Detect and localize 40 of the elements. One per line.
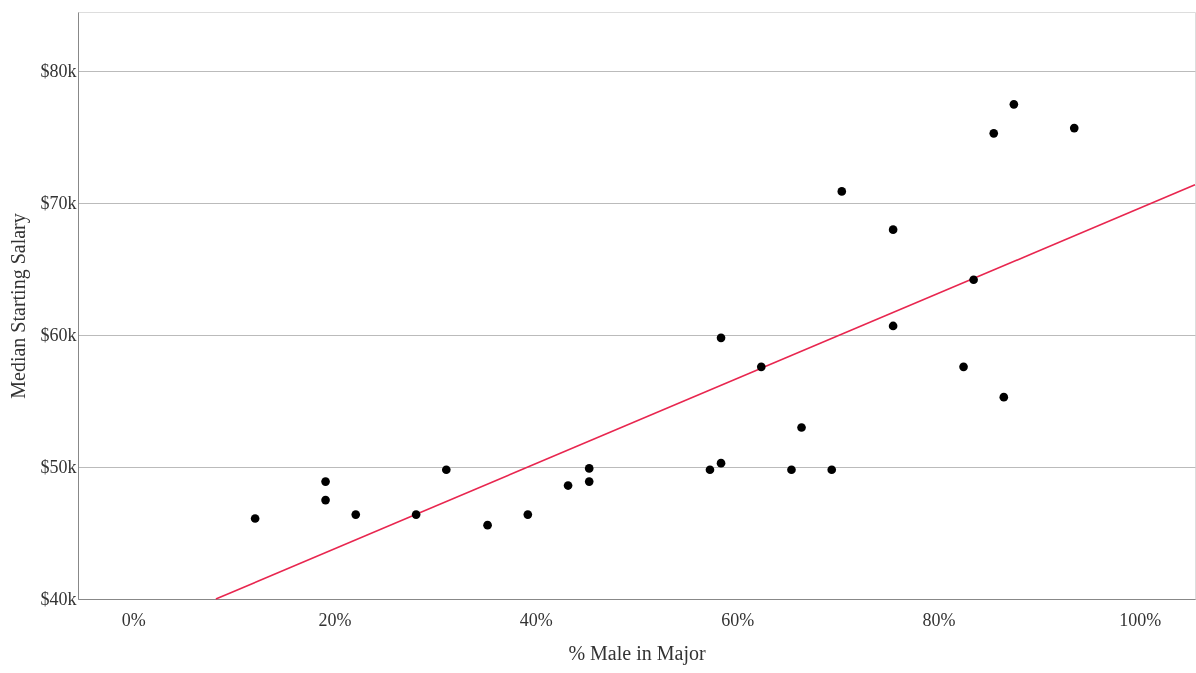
point [716,333,726,343]
point [483,520,492,530]
point [1069,123,1079,133]
point [888,225,898,234]
x-axis-title: % Male in Major [568,641,706,665]
point [756,362,766,372]
y-tick-label: $60k [40,324,77,345]
point [827,465,837,475]
point [797,423,806,432]
point [563,481,573,490]
x-tick-label: 100% [1119,609,1162,630]
point [999,392,1009,402]
point [584,464,594,473]
point [989,129,999,138]
x-tick-label: 0% [121,609,146,630]
x-tick-label: 60% [721,609,755,630]
point [716,458,726,468]
point [321,477,330,486]
point [969,275,978,285]
x-tick-label: 40% [519,609,553,630]
x-tick-label: 80% [922,609,956,630]
x-tick-label: 20% [318,609,352,630]
point [959,362,968,372]
point [584,477,594,486]
point [441,465,451,475]
point [250,514,260,523]
point [1009,100,1019,109]
y-axis-title: Median Starting Salary [6,213,30,399]
point [523,510,533,519]
y-tick-label: $70k [40,192,77,213]
point [837,187,847,196]
point [411,510,421,519]
y-tick-label: $50k [40,456,77,477]
point [888,321,898,331]
point [787,465,796,475]
y-tick-label: $40k [40,588,77,609]
y-tick-label: $80k [40,60,77,81]
point [321,495,330,505]
point [705,465,715,475]
point [351,510,361,519]
